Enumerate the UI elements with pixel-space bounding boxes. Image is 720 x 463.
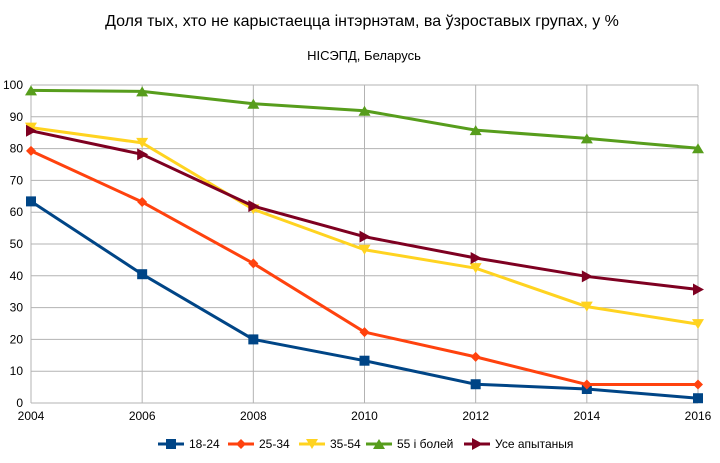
data-point	[359, 355, 370, 366]
data-point	[693, 393, 703, 404]
data-point	[248, 258, 259, 269]
x-tick-label: 2006	[129, 409, 156, 423]
data-point	[137, 197, 148, 208]
series-2	[26, 145, 703, 390]
data-point	[581, 270, 593, 283]
data-point	[137, 269, 148, 280]
chart-subtitle: НІСЭПД, Беларусь	[307, 48, 421, 63]
y-tick-label: 70	[10, 173, 24, 187]
legend-item: 18-24	[158, 437, 220, 451]
legend-item: Усе апытаныя	[464, 437, 573, 451]
axes: 0 10 20 30 40 50 60 70 80 90 100 2004 2006 2008 2010 20…	[3, 78, 712, 423]
y-tick-label: 40	[10, 269, 24, 283]
data-point	[26, 124, 37, 137]
legend: 18-24 25-34 35-54 55 і болей Усе апытаныя	[158, 437, 573, 451]
data-point	[359, 230, 371, 243]
series-5	[26, 124, 704, 296]
data-point	[580, 133, 593, 144]
x-tick-label: 2004	[18, 409, 45, 423]
x-tick-label: 2008	[240, 409, 267, 423]
x-tick-label: 2016	[685, 409, 712, 423]
data-point	[470, 351, 481, 362]
grid	[30, 84, 699, 404]
legend-label: 55 і болей	[397, 437, 453, 451]
legend-item: 25-34	[228, 437, 290, 451]
x-tick-label: 2014	[573, 409, 600, 423]
series-4	[25, 85, 704, 154]
data-point	[136, 137, 149, 148]
legend-marker	[373, 439, 385, 449]
data-point	[581, 379, 592, 390]
data-point	[470, 379, 481, 390]
x-tick-label: 2012	[462, 409, 489, 423]
data-point	[248, 334, 259, 345]
data-point	[26, 145, 36, 156]
data-point	[247, 98, 260, 109]
y-tick-label: 20	[10, 332, 24, 346]
x-tick-label: 2010	[351, 409, 378, 423]
data-point	[693, 283, 704, 296]
legend-marker	[306, 439, 318, 449]
data-point	[137, 148, 149, 161]
data-point	[359, 327, 370, 338]
legend-label: 35-54	[330, 437, 361, 451]
data-point	[469, 125, 482, 136]
y-tick-label: 10	[10, 364, 24, 378]
data-point	[25, 85, 37, 96]
legend-label: Усе апытаныя	[495, 437, 573, 451]
chart-title: Доля тых, хто не карыстаецца інтэрнэтам,…	[105, 13, 619, 30]
y-tick-label: 80	[10, 142, 24, 156]
data-point	[693, 379, 703, 390]
y-tick-label: 50	[10, 237, 24, 251]
data-point	[26, 196, 36, 207]
data-point	[358, 105, 371, 116]
y-tick-label: 100	[3, 78, 23, 92]
legend-item: 55 і болей	[366, 437, 453, 451]
y-tick-label: 0	[16, 396, 23, 410]
y-tick-label: 30	[10, 301, 24, 315]
y-tick-label: 60	[10, 205, 24, 219]
data-point	[470, 251, 482, 264]
data-point	[692, 143, 704, 154]
data-point	[692, 319, 704, 330]
data-point	[248, 200, 260, 213]
legend-marker	[236, 439, 246, 449]
legend-marker	[166, 439, 176, 449]
data-point	[358, 244, 371, 255]
legend-label: 18-24	[189, 437, 220, 451]
legend-marker	[472, 438, 483, 450]
y-tick-label: 90	[10, 110, 24, 124]
legend-item: 35-54	[299, 437, 361, 451]
data-point	[580, 301, 593, 312]
data-point	[136, 86, 149, 97]
data-point	[469, 263, 482, 274]
legend-label: 25-34	[259, 437, 290, 451]
series-group	[25, 85, 704, 404]
